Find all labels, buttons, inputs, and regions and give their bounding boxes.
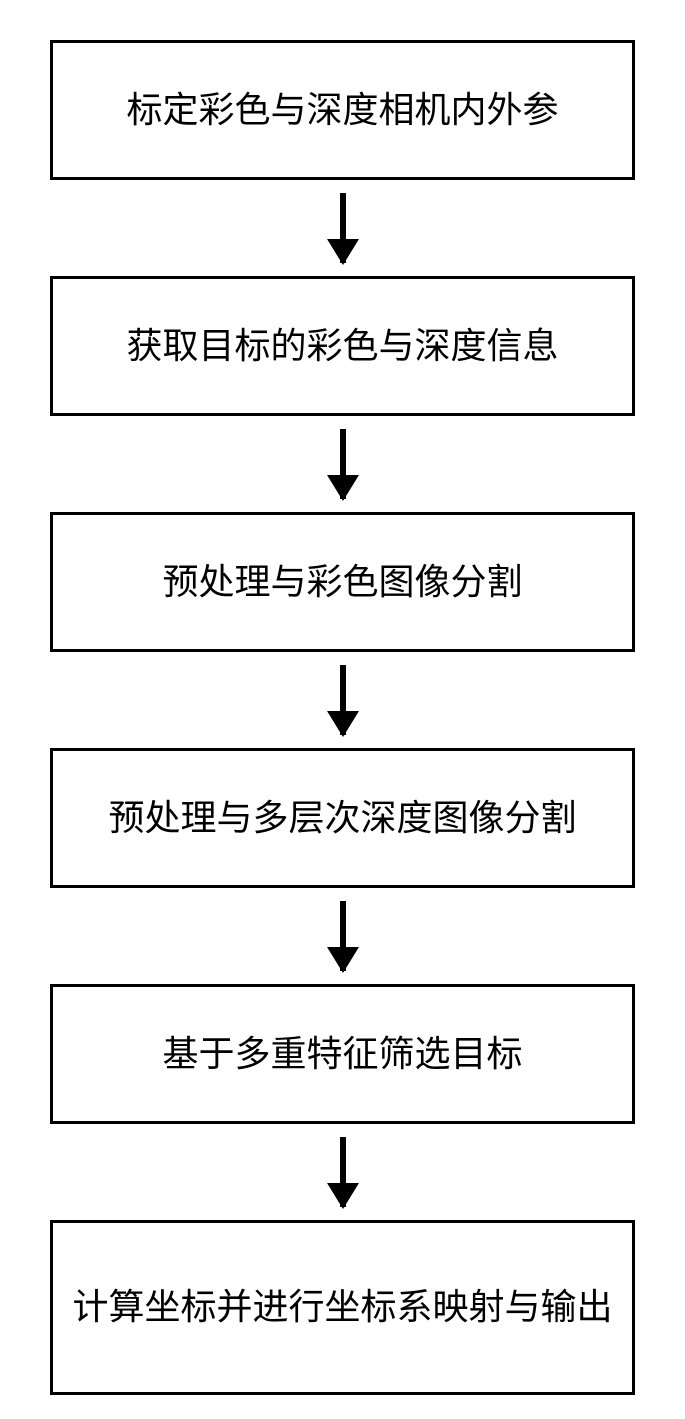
flowchart-container: 标定彩色与深度相机内外参 获取目标的彩色与深度信息 预处理与彩色图像分割 预处理… (50, 40, 635, 1395)
flowchart-node-2: 获取目标的彩色与深度信息 (50, 276, 635, 416)
flowchart-arrow-1 (50, 180, 635, 276)
flowchart-arrow-5 (50, 1124, 635, 1220)
flowchart-node-4: 预处理与多层次深度图像分割 (50, 748, 635, 888)
flowchart-node-5-label: 基于多重特征筛选目标 (162, 1029, 522, 1079)
flowchart-node-2-label: 获取目标的彩色与深度信息 (126, 321, 558, 371)
flowchart-node-3: 预处理与彩色图像分割 (50, 512, 635, 652)
flowchart-node-4-label: 预处理与多层次深度图像分割 (108, 793, 576, 843)
flowchart-arrow-3 (50, 652, 635, 748)
flowchart-node-1-label: 标定彩色与深度相机内外参 (126, 85, 558, 135)
flowchart-node-3-label: 预处理与彩色图像分割 (162, 557, 522, 607)
flowchart-node-1: 标定彩色与深度相机内外参 (50, 40, 635, 180)
flowchart-arrow-2 (50, 416, 635, 512)
flowchart-node-5: 基于多重特征筛选目标 (50, 984, 635, 1124)
flowchart-node-6: 计算坐标并进行坐标系映射与输出 (50, 1220, 635, 1395)
flowchart-node-6-label: 计算坐标并进行坐标系映射与输出 (72, 1282, 612, 1332)
flowchart-arrow-4 (50, 888, 635, 984)
